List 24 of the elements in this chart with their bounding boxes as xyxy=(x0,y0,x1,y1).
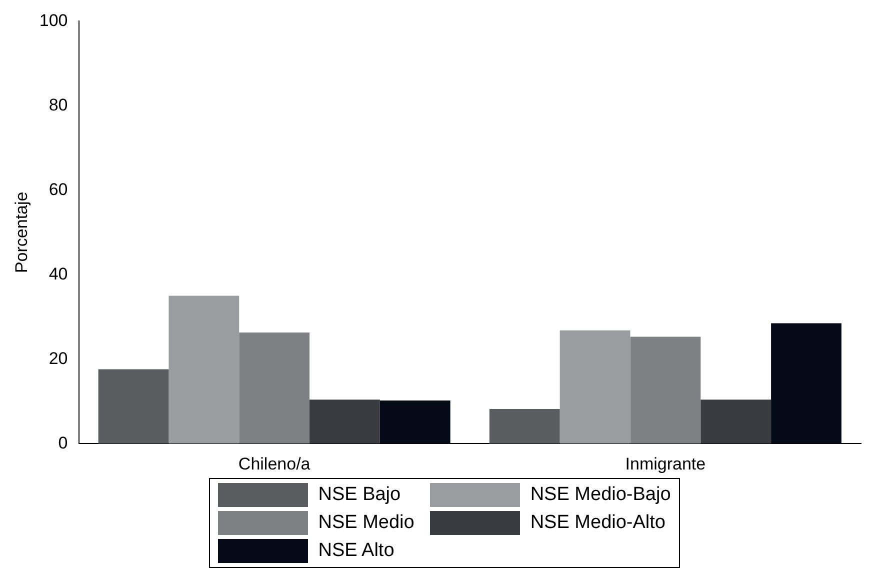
y-tick-label: 80 xyxy=(48,95,68,114)
bar xyxy=(239,332,310,444)
y-tick-label: 100 xyxy=(39,10,68,30)
legend-label: NSE Medio xyxy=(318,512,414,534)
legend-label: NSE Medio-Alto xyxy=(530,512,666,534)
bar xyxy=(489,408,560,444)
bar xyxy=(98,369,169,444)
legend-label: NSE Medio-Bajo xyxy=(530,484,671,506)
bar xyxy=(630,336,701,444)
y-tick-label: 20 xyxy=(48,348,68,368)
y-tick-label: 60 xyxy=(48,180,68,199)
bar xyxy=(700,400,772,444)
bar xyxy=(310,400,380,444)
bar xyxy=(771,323,842,444)
x-tick-label: Inmigrante xyxy=(625,454,706,474)
x-tick-label: Chileno/a xyxy=(238,454,311,474)
bar xyxy=(560,330,630,444)
y-tick-label: 0 xyxy=(58,433,68,452)
y-axis-title: Porcentaje xyxy=(12,192,31,274)
bar xyxy=(168,296,240,444)
legend-label: NSE Bajo xyxy=(318,484,401,506)
bar xyxy=(380,400,450,444)
legend-label: NSE Alto xyxy=(318,540,394,562)
y-tick-label: 40 xyxy=(48,264,68,284)
